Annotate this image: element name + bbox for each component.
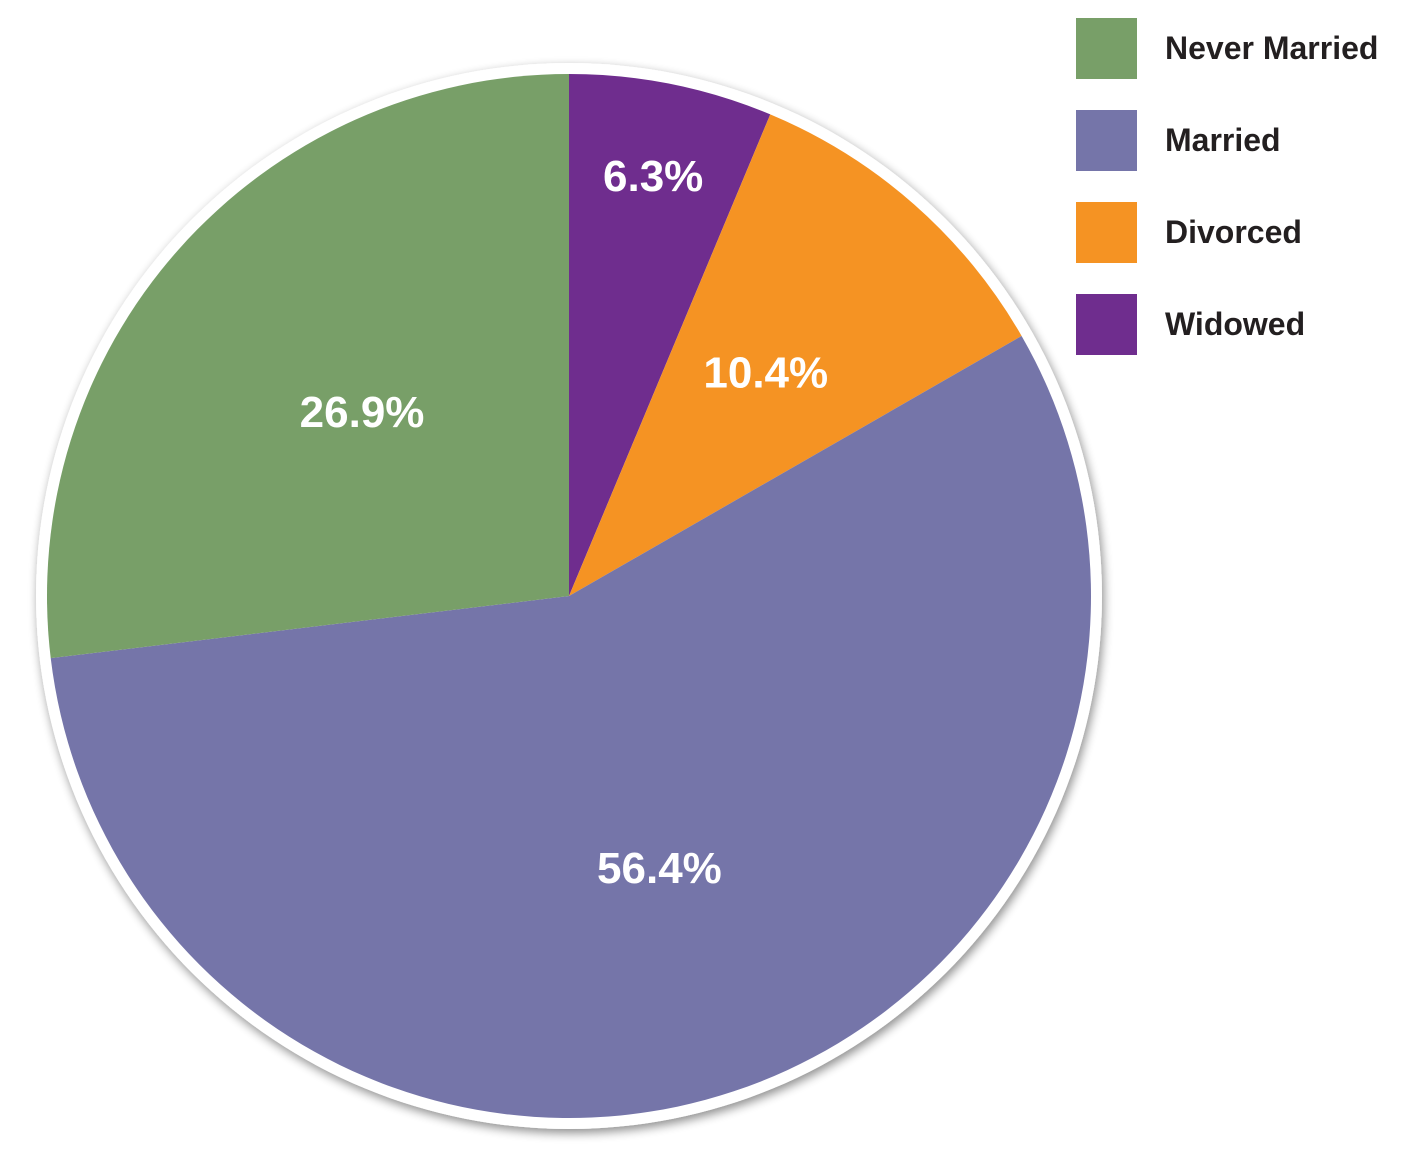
legend-swatch-divorced [1076,202,1137,263]
legend-item-divorced: Divorced [1076,202,1378,263]
slice-label-divorced: 10.4% [703,348,828,397]
legend-label-divorced: Divorced [1165,214,1302,250]
legend-swatch-married [1076,110,1137,171]
legend-item-never-married: Never Married [1076,18,1378,79]
legend-label-married: Married [1165,122,1281,158]
pie-slice-married [50,335,1091,1118]
legend-item-married: Married [1076,110,1378,171]
legend-item-widowed: Widowed [1076,294,1378,355]
legend-swatch-widowed [1076,294,1137,355]
slice-label-married: 56.4% [597,844,722,893]
legend-label-never-married: Never Married [1165,30,1379,66]
legend-swatch-never-married [1076,18,1137,79]
legend: Never Married Married Divorced Widowed [1076,18,1378,386]
slice-label-never-married: 26.9% [300,388,425,437]
pie-slice-widowed [569,74,771,596]
slice-label-widowed: 6.3% [603,152,703,201]
pie-slice-divorced [569,114,1022,596]
legend-label-widowed: Widowed [1165,306,1306,342]
pie-slice-never-married [46,74,569,659]
